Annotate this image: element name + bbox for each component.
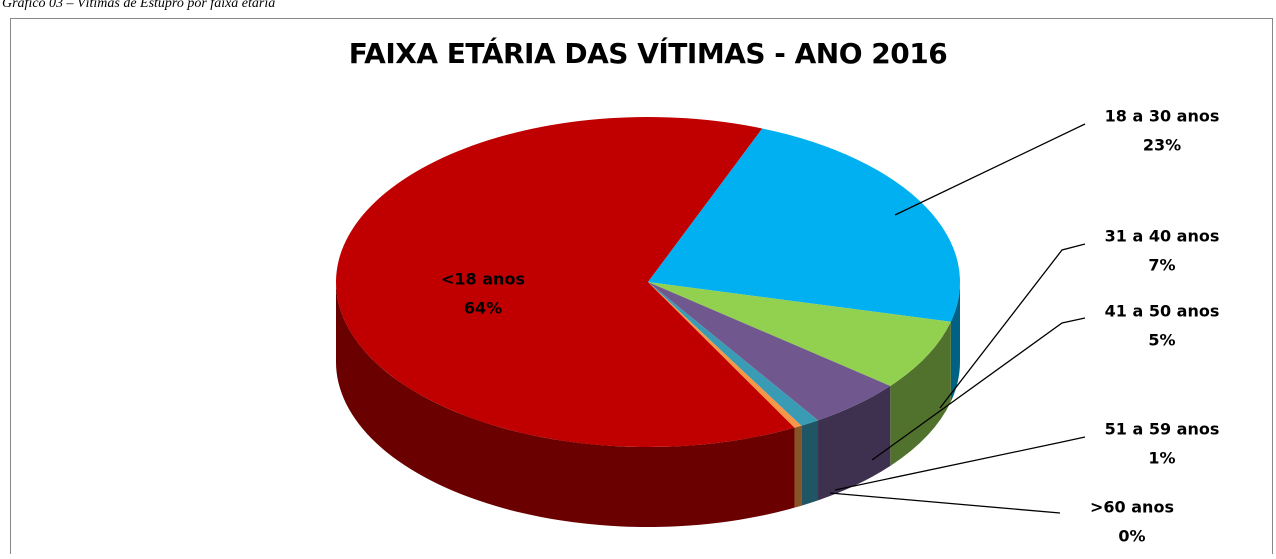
data-label-category: 31 a 40 anos xyxy=(1105,227,1220,246)
data-label-value: 23% xyxy=(1143,136,1181,155)
data-label-category: 18 a 30 anos xyxy=(1105,107,1220,126)
slice xyxy=(648,282,891,421)
slice xyxy=(648,282,819,426)
slice-side xyxy=(818,385,891,501)
slice xyxy=(335,116,795,448)
leader-line xyxy=(894,123,1086,216)
slice-side xyxy=(890,321,951,466)
data-label-value: 1% xyxy=(1148,449,1175,468)
slice xyxy=(648,282,951,386)
slice-side xyxy=(794,425,802,508)
slice xyxy=(648,282,802,428)
data-label-category: 41 a 50 anos xyxy=(1105,302,1220,321)
slice-side xyxy=(950,282,960,402)
caption: Gráfico 03 – Vítimas de Estupro por faix… xyxy=(2,0,275,11)
data-label-value: 5% xyxy=(1148,331,1175,350)
data-label-value: 7% xyxy=(1148,256,1175,275)
leader-line xyxy=(829,492,1061,514)
data-label-category: 51 a 59 anos xyxy=(1105,420,1220,439)
data-label-category: <18 anos xyxy=(441,270,525,289)
leader-line xyxy=(834,436,1086,491)
chart-title: FAIXA ETÁRIA DAS VÍTIMAS - ANO 2016 xyxy=(349,36,947,70)
data-label-category: >60 anos xyxy=(1090,498,1174,517)
data-label-value: 0% xyxy=(1118,527,1145,546)
slice-side xyxy=(336,282,795,527)
leader-line xyxy=(871,317,1086,461)
slice-side xyxy=(801,420,819,506)
leader-line xyxy=(939,243,1086,409)
data-label-value: 64% xyxy=(464,299,502,318)
slice xyxy=(648,128,960,322)
